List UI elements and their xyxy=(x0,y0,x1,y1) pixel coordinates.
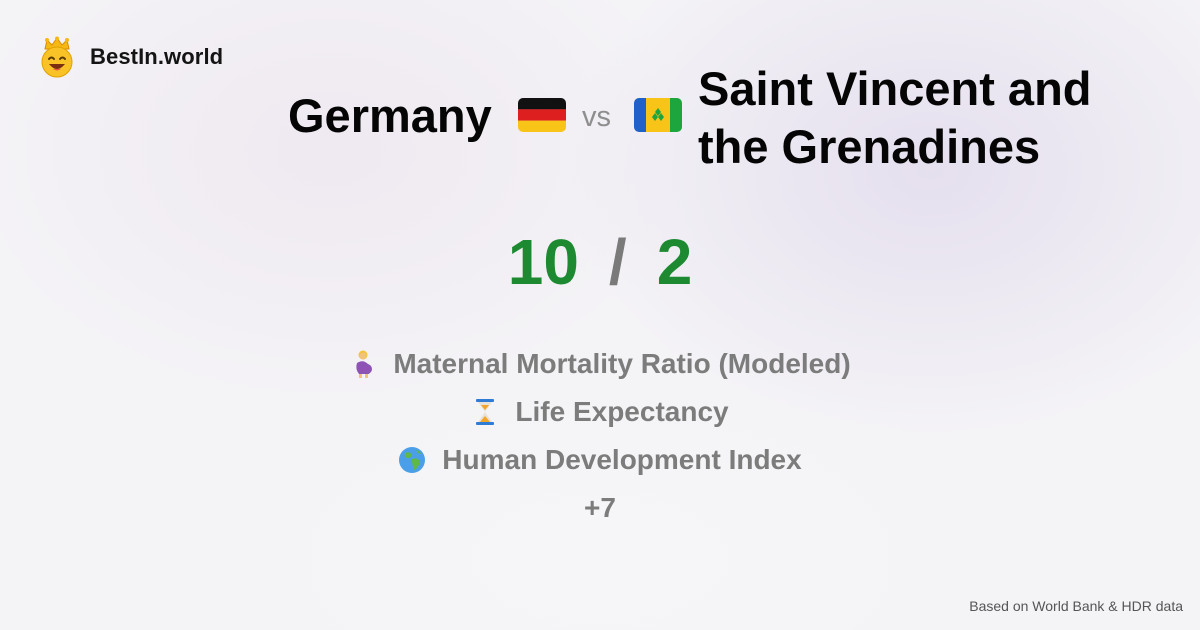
metrics-list: Maternal Mortality Ratio (Modeled) Life … xyxy=(0,340,1200,532)
vs-label: vs xyxy=(582,101,611,133)
country-a-name: Germany xyxy=(288,89,492,142)
country-b-score: 2 xyxy=(656,226,693,298)
hourglass-icon xyxy=(476,399,495,425)
germany-flag-icon xyxy=(518,98,566,132)
metric-item[interactable]: Life Expectancy xyxy=(0,388,1200,436)
data-source-note: Based on World Bank & HDR data xyxy=(969,598,1183,614)
pregnant-woman-icon xyxy=(356,350,373,378)
brand-header[interactable]: BestIn.world xyxy=(38,36,223,78)
metric-item[interactable]: Human Development Index xyxy=(0,436,1200,484)
crowned-smiley-icon xyxy=(41,36,73,78)
country-b-name: Saint Vincent and the Grenadines xyxy=(698,62,1092,173)
score-separator: / xyxy=(608,226,627,298)
more-metrics-count[interactable]: +7 xyxy=(584,492,616,523)
score-display: 10 / 2 xyxy=(0,224,1200,300)
metric-label: Human Development Index xyxy=(442,444,802,475)
saint-vincent-flag-icon xyxy=(634,98,682,132)
country-a-score: 10 xyxy=(507,226,579,298)
metric-label: Maternal Mortality Ratio (Modeled) xyxy=(393,348,851,379)
brand-name: BestIn.world xyxy=(90,44,224,69)
metric-item[interactable]: Maternal Mortality Ratio (Modeled) xyxy=(0,340,1200,388)
globe-icon xyxy=(399,447,426,473)
metric-label: Life Expectancy xyxy=(515,396,729,427)
